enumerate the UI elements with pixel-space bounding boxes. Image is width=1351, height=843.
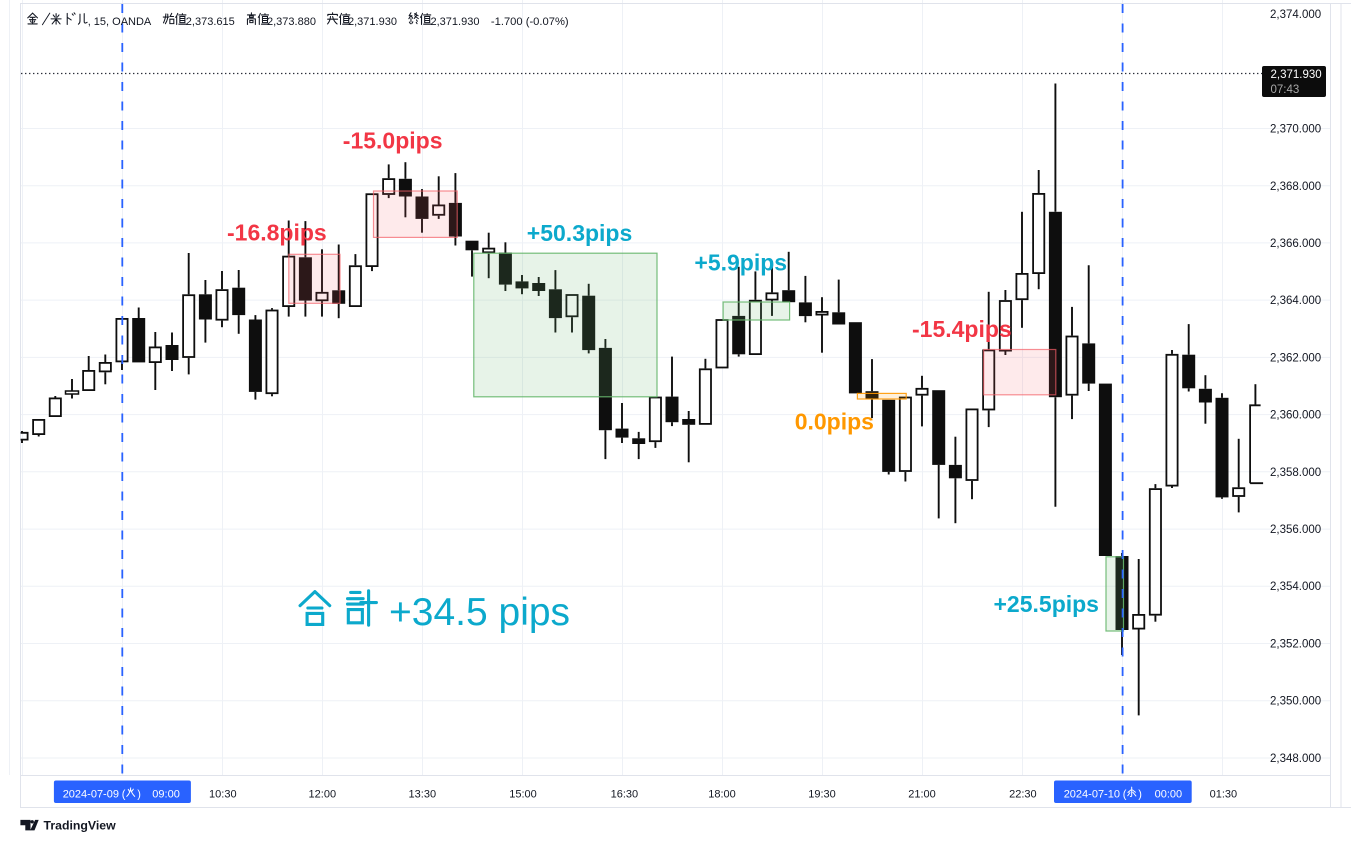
svg-text:01:30: 01:30 [1210, 789, 1238, 801]
svg-text:2024-07-10: 2024-07-10 [1064, 789, 1120, 801]
svg-text:2,358.000: 2,358.000 [1270, 467, 1321, 479]
svg-text:2,373.880: 2,373.880 [267, 16, 316, 28]
svg-text:-16.8pips: -16.8pips [227, 219, 327, 245]
svg-text:-15.4pips: -15.4pips [912, 316, 1012, 342]
svg-text:+34.5 pips: +34.5 pips [389, 591, 570, 634]
svg-text:): ) [137, 789, 141, 801]
svg-text:2,364.000: 2,364.000 [1270, 295, 1321, 307]
svg-text:): ) [1138, 789, 1142, 801]
svg-text:(: ( [1123, 789, 1127, 801]
svg-text:16:30: 16:30 [611, 789, 639, 801]
svg-text:2,371.930: 2,371.930 [431, 16, 480, 28]
svg-text:18:00: 18:00 [708, 789, 736, 801]
svg-text:(: ( [122, 789, 126, 801]
svg-text:-15.0pips: -15.0pips [343, 128, 443, 154]
svg-text:0.0pips: 0.0pips [795, 409, 874, 435]
svg-text:, 15, OANDA: , 15, OANDA [88, 16, 152, 28]
svg-text:2,362.000: 2,362.000 [1270, 352, 1321, 364]
svg-text:2,356.000: 2,356.000 [1270, 524, 1321, 536]
svg-text:09:00: 09:00 [152, 789, 180, 801]
svg-text:2,366.000: 2,366.000 [1270, 238, 1321, 250]
svg-text:+50.3pips: +50.3pips [527, 220, 632, 246]
svg-text:2,352.000: 2,352.000 [1270, 638, 1321, 650]
svg-text:15:00: 15:00 [509, 789, 537, 801]
svg-text:2,373.615: 2,373.615 [186, 16, 235, 28]
svg-text:2,374.000: 2,374.000 [1270, 9, 1321, 21]
svg-text:2,360.000: 2,360.000 [1270, 410, 1321, 422]
svg-text:2,371.930: 2,371.930 [1271, 69, 1322, 81]
svg-text:22:30: 22:30 [1009, 789, 1037, 801]
svg-text:TradingView: TradingView [44, 819, 117, 833]
svg-text:2,370.000: 2,370.000 [1270, 124, 1321, 136]
svg-text:10:30: 10:30 [209, 789, 237, 801]
svg-text:+5.9pips: +5.9pips [694, 250, 787, 276]
svg-text:21:00: 21:00 [908, 789, 936, 801]
svg-text:2,371.930: 2,371.930 [348, 16, 397, 28]
svg-text:-1.700 (-0.07%): -1.700 (-0.07%) [491, 16, 569, 28]
svg-text:2,354.000: 2,354.000 [1270, 581, 1321, 593]
svg-text:2024-07-09: 2024-07-09 [63, 789, 119, 801]
svg-text:2,350.000: 2,350.000 [1270, 696, 1321, 708]
svg-text:+25.5pips: +25.5pips [994, 591, 1099, 617]
svg-text:13:30: 13:30 [409, 789, 437, 801]
svg-text:2,368.000: 2,368.000 [1270, 181, 1321, 193]
svg-text:07:43: 07:43 [1271, 84, 1300, 96]
svg-text:2,348.000: 2,348.000 [1270, 753, 1321, 765]
svg-text:12:00: 12:00 [309, 789, 337, 801]
svg-text:00:00: 00:00 [1155, 789, 1183, 801]
svg-text:19:30: 19:30 [808, 789, 836, 801]
